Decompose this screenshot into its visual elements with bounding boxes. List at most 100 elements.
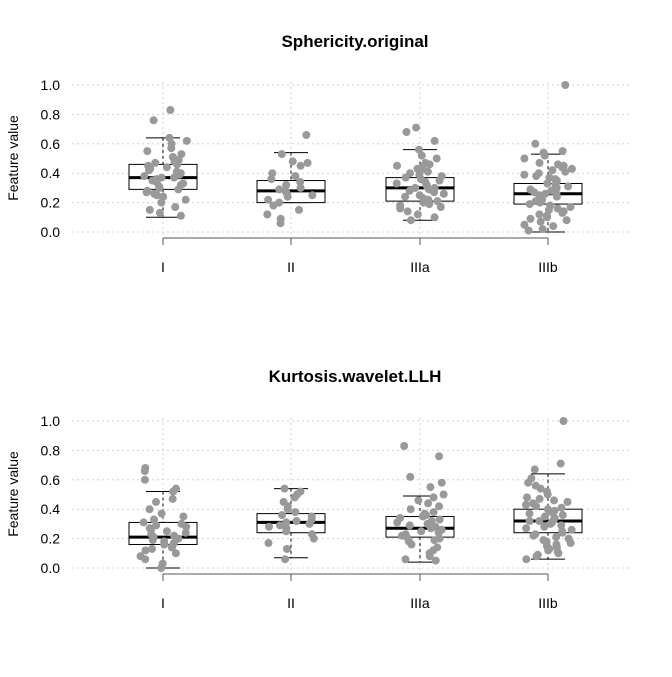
- data-point: [282, 518, 291, 527]
- data-point: [176, 211, 185, 220]
- data-point: [557, 503, 566, 512]
- data-point: [149, 116, 158, 125]
- data-point: [558, 147, 567, 156]
- data-point: [424, 499, 433, 508]
- data-point: [303, 158, 312, 167]
- data-point: [566, 539, 575, 547]
- data-point: [143, 147, 152, 156]
- data-point: [425, 200, 434, 209]
- data-point: [140, 172, 149, 181]
- data-point: [170, 173, 179, 182]
- data-point: [171, 549, 180, 558]
- y-tick-label: 0.2: [41, 531, 61, 547]
- data-point: [155, 183, 164, 192]
- x-tick-label: IIIb: [538, 595, 558, 611]
- data-point: [525, 509, 534, 518]
- y-tick-label: 0.8: [41, 106, 61, 122]
- data-point: [439, 490, 448, 499]
- data-point: [429, 493, 438, 502]
- data-point: [558, 528, 567, 537]
- data-point: [157, 198, 166, 207]
- data-point: [535, 517, 544, 525]
- data-point: [525, 200, 534, 209]
- data-point: [543, 213, 551, 222]
- data-point: [433, 197, 442, 206]
- data-point: [414, 496, 423, 505]
- data-point: [427, 524, 435, 533]
- data-point: [151, 158, 160, 167]
- data-point: [522, 500, 530, 509]
- data-point: [425, 552, 434, 561]
- data-point: [174, 185, 183, 194]
- data-point: [426, 483, 435, 492]
- data-point: [140, 475, 149, 484]
- data-point: [557, 521, 566, 530]
- data-point: [406, 216, 415, 225]
- data-point: [436, 203, 445, 211]
- x-tick-label: IIIb: [538, 259, 558, 275]
- data-point: [435, 176, 444, 185]
- data-point: [417, 527, 426, 536]
- data-point: [550, 496, 558, 505]
- data-point: [155, 208, 164, 217]
- y-axis-label: Feature value: [5, 115, 21, 201]
- data-point: [434, 528, 443, 537]
- data-point: [401, 173, 410, 182]
- data-point: [430, 536, 439, 545]
- data-point: [140, 467, 149, 475]
- data-point: [552, 192, 561, 201]
- data-point: [276, 521, 284, 530]
- data-point: [540, 151, 549, 160]
- data-point: [148, 544, 156, 553]
- data-point: [546, 519, 555, 528]
- data-point: [160, 540, 169, 549]
- y-tick-label: 1.0: [41, 77, 61, 93]
- data-point: [305, 519, 314, 528]
- y-tick-label: 0.6: [41, 136, 61, 152]
- data-point: [268, 169, 277, 178]
- data-point: [554, 549, 563, 558]
- data-point: [283, 505, 292, 514]
- data-point: [145, 205, 154, 214]
- data-point: [430, 136, 439, 145]
- data-point: [439, 189, 448, 198]
- data-point: [308, 191, 317, 200]
- data-point: [544, 546, 553, 555]
- data-point: [549, 222, 558, 231]
- data-point: [520, 154, 529, 163]
- data-point: [405, 521, 414, 530]
- data-point: [141, 555, 150, 564]
- data-point: [425, 160, 434, 169]
- data-point: [405, 186, 414, 195]
- data-point: [263, 210, 272, 219]
- y-tick-label: 0.0: [41, 224, 61, 240]
- data-point: [430, 213, 439, 222]
- data-point: [182, 136, 191, 145]
- data-point: [523, 493, 531, 502]
- data-point: [401, 555, 410, 564]
- data-point: [282, 527, 291, 536]
- data-point: [407, 540, 416, 549]
- data-point: [139, 518, 148, 527]
- data-point: [417, 151, 426, 160]
- data-point: [264, 539, 273, 547]
- data-point: [535, 158, 544, 167]
- x-tick-label: IIIa: [410, 259, 430, 275]
- data-point: [292, 517, 301, 525]
- data-point: [181, 195, 190, 204]
- data-point: [181, 528, 190, 537]
- data-point: [179, 512, 188, 521]
- data-point: [435, 452, 444, 461]
- data-point: [529, 531, 538, 540]
- data-point: [532, 172, 541, 181]
- x-tick-label: I: [161, 259, 165, 275]
- y-tick-label: 0.0: [41, 560, 61, 576]
- data-point: [563, 497, 572, 506]
- data-point: [548, 166, 557, 175]
- data-point: [562, 216, 571, 225]
- data-point: [153, 191, 162, 200]
- data-point: [402, 128, 411, 136]
- data-point: [541, 512, 549, 521]
- data-point: [525, 517, 534, 525]
